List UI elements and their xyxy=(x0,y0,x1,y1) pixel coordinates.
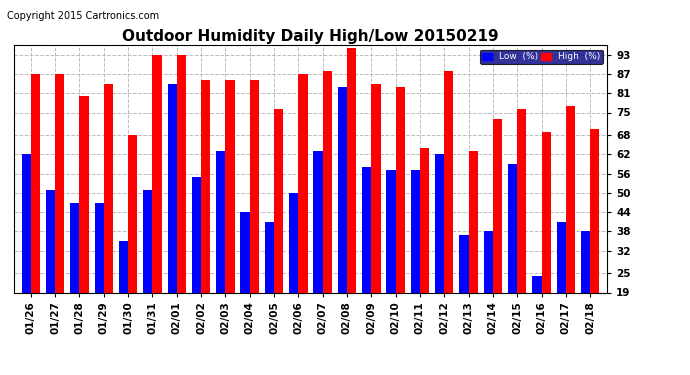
Bar xyxy=(386,170,395,354)
Bar xyxy=(371,84,381,354)
Bar xyxy=(518,109,526,354)
Bar xyxy=(119,241,128,354)
Bar xyxy=(542,132,551,354)
Bar xyxy=(104,84,113,354)
Bar xyxy=(250,80,259,354)
Bar xyxy=(435,154,444,354)
Bar xyxy=(590,129,600,354)
Bar xyxy=(79,96,89,354)
Bar xyxy=(289,193,298,354)
Bar xyxy=(201,80,210,354)
Bar xyxy=(469,151,477,354)
Bar xyxy=(581,231,590,354)
Bar xyxy=(532,276,542,354)
Legend: Low  (%), High  (%): Low (%), High (%) xyxy=(480,50,602,64)
Bar xyxy=(493,119,502,354)
Bar xyxy=(313,151,323,354)
Bar xyxy=(216,151,226,354)
Title: Outdoor Humidity Daily High/Low 20150219: Outdoor Humidity Daily High/Low 20150219 xyxy=(122,29,499,44)
Text: Copyright 2015 Cartronics.com: Copyright 2015 Cartronics.com xyxy=(7,11,159,21)
Bar xyxy=(46,190,55,354)
Bar xyxy=(557,222,566,354)
Bar xyxy=(508,164,518,354)
Bar xyxy=(395,87,405,354)
Bar xyxy=(347,48,356,354)
Bar xyxy=(484,231,493,354)
Bar xyxy=(274,109,284,354)
Bar xyxy=(444,71,453,354)
Bar xyxy=(226,80,235,354)
Bar xyxy=(411,170,420,354)
Bar xyxy=(144,190,152,354)
Bar xyxy=(323,71,332,354)
Bar xyxy=(337,87,347,354)
Bar xyxy=(128,135,137,354)
Bar xyxy=(55,74,64,354)
Bar xyxy=(21,154,31,354)
Bar xyxy=(31,74,40,354)
Bar xyxy=(298,74,308,354)
Bar xyxy=(460,235,469,354)
Bar xyxy=(70,202,79,354)
Bar xyxy=(168,84,177,354)
Bar xyxy=(240,212,250,354)
Bar xyxy=(177,55,186,354)
Bar xyxy=(566,106,575,354)
Bar xyxy=(420,148,429,354)
Bar xyxy=(152,55,161,354)
Bar xyxy=(362,167,371,354)
Bar xyxy=(95,202,103,354)
Bar xyxy=(192,177,201,354)
Bar xyxy=(265,222,274,354)
